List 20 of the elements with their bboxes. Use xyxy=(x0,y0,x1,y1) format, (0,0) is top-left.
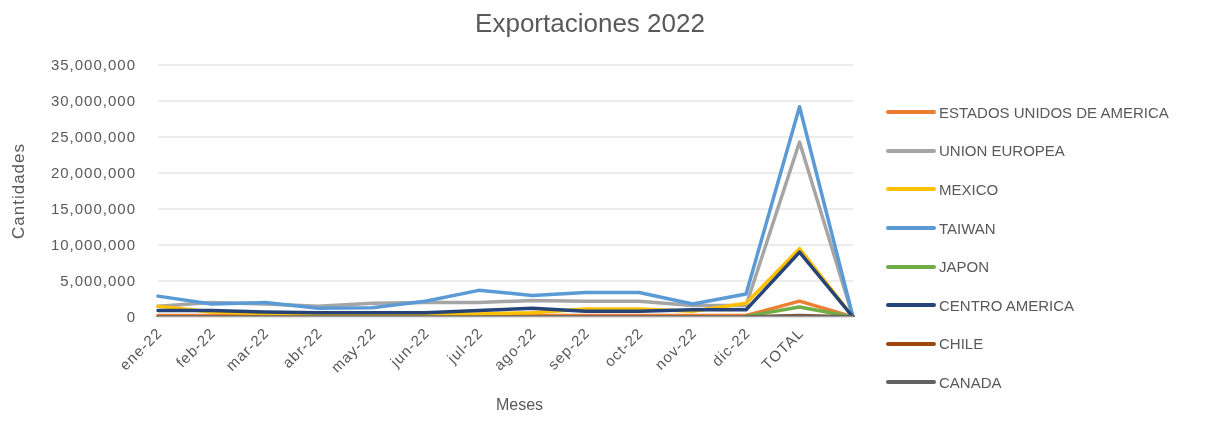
legend-label: JAPON xyxy=(939,258,990,276)
legend-label: CENTRO AMERICA xyxy=(939,296,1075,314)
y-tick-label: 0 xyxy=(126,308,136,326)
y-tick-label: 25,000,000 xyxy=(50,128,136,146)
y-tick-label: 15,000,000 xyxy=(50,200,136,218)
line-series xyxy=(156,105,855,317)
x-axis-title: Meses xyxy=(495,396,544,413)
legend-label: CANADA xyxy=(939,373,1002,391)
y-tick-label: 10,000,000 xyxy=(50,236,136,254)
y-tick-label: 20,000,000 xyxy=(50,164,136,182)
legend-label: UNION EUROPEA xyxy=(939,142,1065,160)
chart-title: Exportaciones 2022 xyxy=(475,8,705,38)
legend-label: TAIWAN xyxy=(939,219,996,237)
y-tick-label: 5,000,000 xyxy=(60,272,136,290)
y-tick-label: 30,000,000 xyxy=(50,92,136,110)
legend-label: CHILE xyxy=(939,335,984,353)
y-tick-label: 35,000,000 xyxy=(50,56,136,74)
y-axis-title: Cantidades xyxy=(9,142,28,240)
legend-label: MEXICO xyxy=(939,180,999,198)
legend-label: ESTADOS UNIDOS DE AMERICA xyxy=(939,103,1169,121)
